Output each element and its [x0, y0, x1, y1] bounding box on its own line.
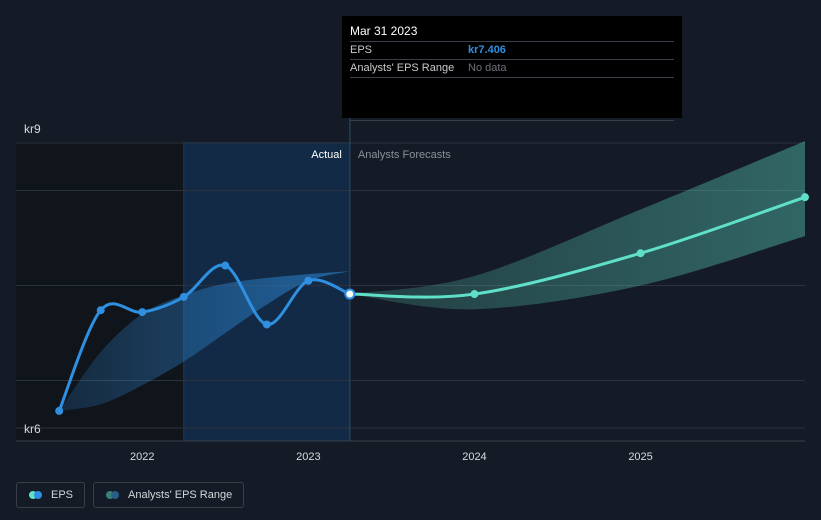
tooltip-range-value: No data	[468, 62, 507, 74]
eps-actual-point-1	[96, 306, 105, 315]
eps-line-forecast	[348, 195, 807, 299]
eps-actual-point-3	[179, 292, 188, 301]
tooltip-eps-value: kr7.406	[468, 44, 506, 56]
hover-tooltip: Mar 31 2023 EPS kr7.406 Analysts' EPS Ra…	[342, 16, 682, 121]
eps-actual-point-5	[262, 320, 271, 329]
eps-forecast-point-1	[470, 290, 479, 299]
eps-actual-point-2	[138, 308, 147, 317]
actual-label: Actual	[311, 149, 342, 161]
eps-range-area-forecast	[349, 141, 805, 310]
tooltip-spacer	[350, 78, 674, 121]
chart-legend: EPS Analysts' EPS Range	[16, 482, 245, 508]
x-tick-label-2: 2024	[462, 451, 486, 463]
range-swatch-icon	[106, 491, 120, 499]
forecast-label: Analysts Forecasts	[358, 149, 451, 161]
eps-forecast-point-3	[801, 193, 809, 202]
legend-eps-toggle[interactable]: EPS	[16, 482, 86, 508]
x-tick-label-0: 2022	[130, 451, 154, 463]
legend-range-toggle[interactable]: Analysts' EPS Range	[93, 482, 245, 508]
x-tick-label-1: 2023	[296, 451, 320, 463]
tooltip-date: Mar 31 2023	[350, 16, 674, 42]
eps-highlight-point	[344, 288, 356, 300]
legend-eps-label: EPS	[51, 489, 74, 501]
y-tick-label-0: kr6	[24, 422, 41, 436]
tooltip-range-label: Analysts' EPS Range	[350, 62, 455, 74]
tooltip-eps-label: EPS	[350, 44, 373, 56]
tooltip-range-row: Analysts' EPS Range No data	[350, 60, 674, 78]
eps-actual-point-6	[304, 276, 313, 285]
eps-actual-point-0	[55, 406, 64, 415]
tooltip-eps-row: EPS kr7.406	[350, 42, 674, 60]
x-tick-label-3: 2025	[628, 451, 652, 463]
y-tick-label-1: kr9	[24, 122, 41, 136]
eps-swatch-icon	[29, 491, 43, 499]
legend-range-label: Analysts' EPS Range	[128, 489, 233, 501]
eps-range-area-history	[59, 271, 350, 411]
eps-actual-point-4	[221, 261, 230, 270]
eps-forecast-point-2	[636, 249, 645, 258]
